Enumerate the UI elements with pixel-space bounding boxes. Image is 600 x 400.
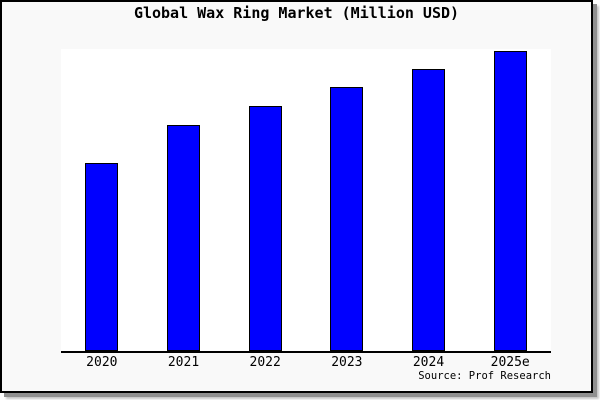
x-axis-labels: 2020 2021 2022 2023 2024 2025e xyxy=(61,356,551,369)
bar-slot-2023 xyxy=(306,49,388,351)
bar-2024 xyxy=(412,69,446,351)
bar-slot-2022 xyxy=(224,49,306,351)
x-axis-label-2024: 2024 xyxy=(412,355,445,370)
bar-slot-2021 xyxy=(143,49,225,351)
bar-2023 xyxy=(330,87,364,351)
bar-2025e xyxy=(493,51,527,351)
x-axis-label-2021: 2021 xyxy=(167,355,200,370)
x-axis-line xyxy=(61,351,551,353)
x-axis-label-2020: 2020 xyxy=(86,355,118,370)
bar-slot-2025e xyxy=(469,49,551,351)
x-axis-label-2022: 2022 xyxy=(249,355,281,370)
bar-2021 xyxy=(167,125,200,351)
bar-2020 xyxy=(85,163,119,351)
plot-area xyxy=(61,49,551,351)
chart-title: Global Wax Ring Market (Million USD) xyxy=(133,4,460,22)
bar-slot-2024 xyxy=(388,49,470,351)
x-axis-label-2023: 2023 xyxy=(331,355,363,370)
bar-2022 xyxy=(248,106,282,351)
chart-card: Global Wax Ring Market (Million USD) 202… xyxy=(0,0,593,393)
bar-slot-2020 xyxy=(61,49,143,351)
source-credit: Source: Prof Research xyxy=(418,370,551,382)
x-axis-label-2025e: 2025e xyxy=(490,355,530,370)
